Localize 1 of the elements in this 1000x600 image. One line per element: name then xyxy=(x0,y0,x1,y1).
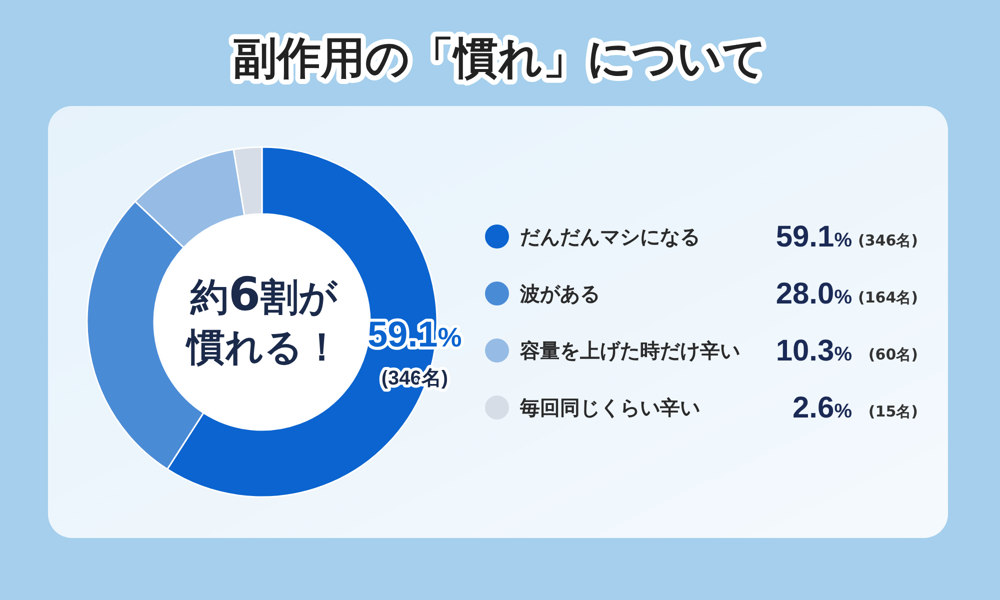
title: 副作用の「慣れ」について xyxy=(233,33,767,84)
